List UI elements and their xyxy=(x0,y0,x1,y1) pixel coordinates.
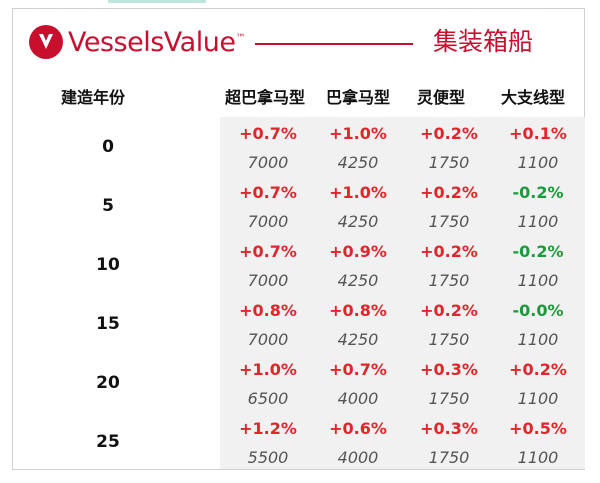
column-header: 灵便型 xyxy=(417,88,466,107)
capacity-cell: 1100 xyxy=(517,330,559,349)
build-age-cell: 5 xyxy=(102,196,114,216)
header-divider xyxy=(255,43,413,45)
capacity-cell: 5500 xyxy=(247,448,289,467)
pct-change-cell: -0.2% xyxy=(512,183,564,202)
capacity-cell: 4250 xyxy=(337,330,379,349)
pct-change-cell: +0.3% xyxy=(420,360,478,379)
capacity-cell: 1100 xyxy=(517,271,559,290)
pct-change-cell: +0.9% xyxy=(329,242,387,261)
card-header: VesselsValue™ 集装箱船 xyxy=(13,9,586,79)
capacity-cell: 1750 xyxy=(428,212,470,231)
pct-change-cell: +0.3% xyxy=(420,419,478,438)
capacity-cell: 7000 xyxy=(247,153,289,172)
capacity-cell: 7000 xyxy=(247,212,289,231)
pct-change-cell: +0.8% xyxy=(329,301,387,320)
build-age-cell: 25 xyxy=(96,432,120,452)
capacity-cell: 1100 xyxy=(517,153,559,172)
page-title: 集装箱船 xyxy=(433,27,534,56)
capacity-cell: 1100 xyxy=(517,448,559,467)
column-header: 超巴拿马型 xyxy=(225,88,306,107)
capacity-cell: 1750 xyxy=(428,153,470,172)
build-age-cell: 10 xyxy=(96,255,120,275)
pct-change-cell: +0.7% xyxy=(329,360,387,379)
pct-change-cell: +1.0% xyxy=(329,183,387,202)
capacity-cell: 1100 xyxy=(517,389,559,408)
pct-change-cell: +1.0% xyxy=(239,360,297,379)
pct-change-cell: +0.2% xyxy=(509,360,567,379)
pct-change-cell: +0.7% xyxy=(239,242,297,261)
value-shading xyxy=(220,117,585,469)
pct-change-cell: +0.2% xyxy=(420,301,478,320)
capacity-cell: 6500 xyxy=(247,389,289,408)
capacity-cell: 1750 xyxy=(428,389,470,408)
pct-change-cell: +0.1% xyxy=(509,124,567,143)
build-age-cell: 20 xyxy=(96,373,120,393)
pct-change-cell: +0.8% xyxy=(239,301,297,320)
brand-name: VesselsValue™ xyxy=(68,27,245,58)
pct-change-cell: +0.2% xyxy=(420,242,478,261)
capacity-cell: 4250 xyxy=(337,271,379,290)
pct-change-cell: +0.5% xyxy=(509,419,567,438)
pct-change-cell: +0.7% xyxy=(239,124,297,143)
capacity-cell: 4250 xyxy=(337,153,379,172)
capacity-cell: 1750 xyxy=(428,448,470,467)
pct-change-cell: +1.0% xyxy=(329,124,387,143)
pct-change-cell: +0.6% xyxy=(329,419,387,438)
table-card: VesselsValue™ 集装箱船 建造年份 超巴拿马型 巴拿马型 灵便型 大支线型 … xyxy=(12,8,585,470)
capacity-cell: 4000 xyxy=(337,389,379,408)
pct-change-cell: +0.7% xyxy=(239,183,297,202)
capacity-cell: 7000 xyxy=(247,330,289,349)
top-accent-line xyxy=(108,0,206,3)
column-header: 大支线型 xyxy=(501,88,566,107)
column-header: 建造年份 xyxy=(61,88,126,107)
capacity-cell: 7000 xyxy=(247,271,289,290)
column-header: 巴拿马型 xyxy=(326,88,391,107)
build-age-cell: 0 xyxy=(102,137,114,157)
capacity-cell: 4250 xyxy=(337,212,379,231)
capacity-cell: 4000 xyxy=(337,448,379,467)
pct-change-cell: +0.2% xyxy=(420,124,478,143)
capacity-cell: 1750 xyxy=(428,330,470,349)
pct-change-cell: +1.2% xyxy=(239,419,297,438)
capacity-cell: 1750 xyxy=(428,271,470,290)
pct-change-cell: +0.2% xyxy=(420,183,478,202)
vesselsvalue-logo-icon xyxy=(29,25,63,59)
capacity-cell: 1100 xyxy=(517,212,559,231)
pct-change-cell: -0.2% xyxy=(512,242,564,261)
pct-change-cell: -0.0% xyxy=(512,301,564,320)
build-age-cell: 15 xyxy=(96,314,120,334)
